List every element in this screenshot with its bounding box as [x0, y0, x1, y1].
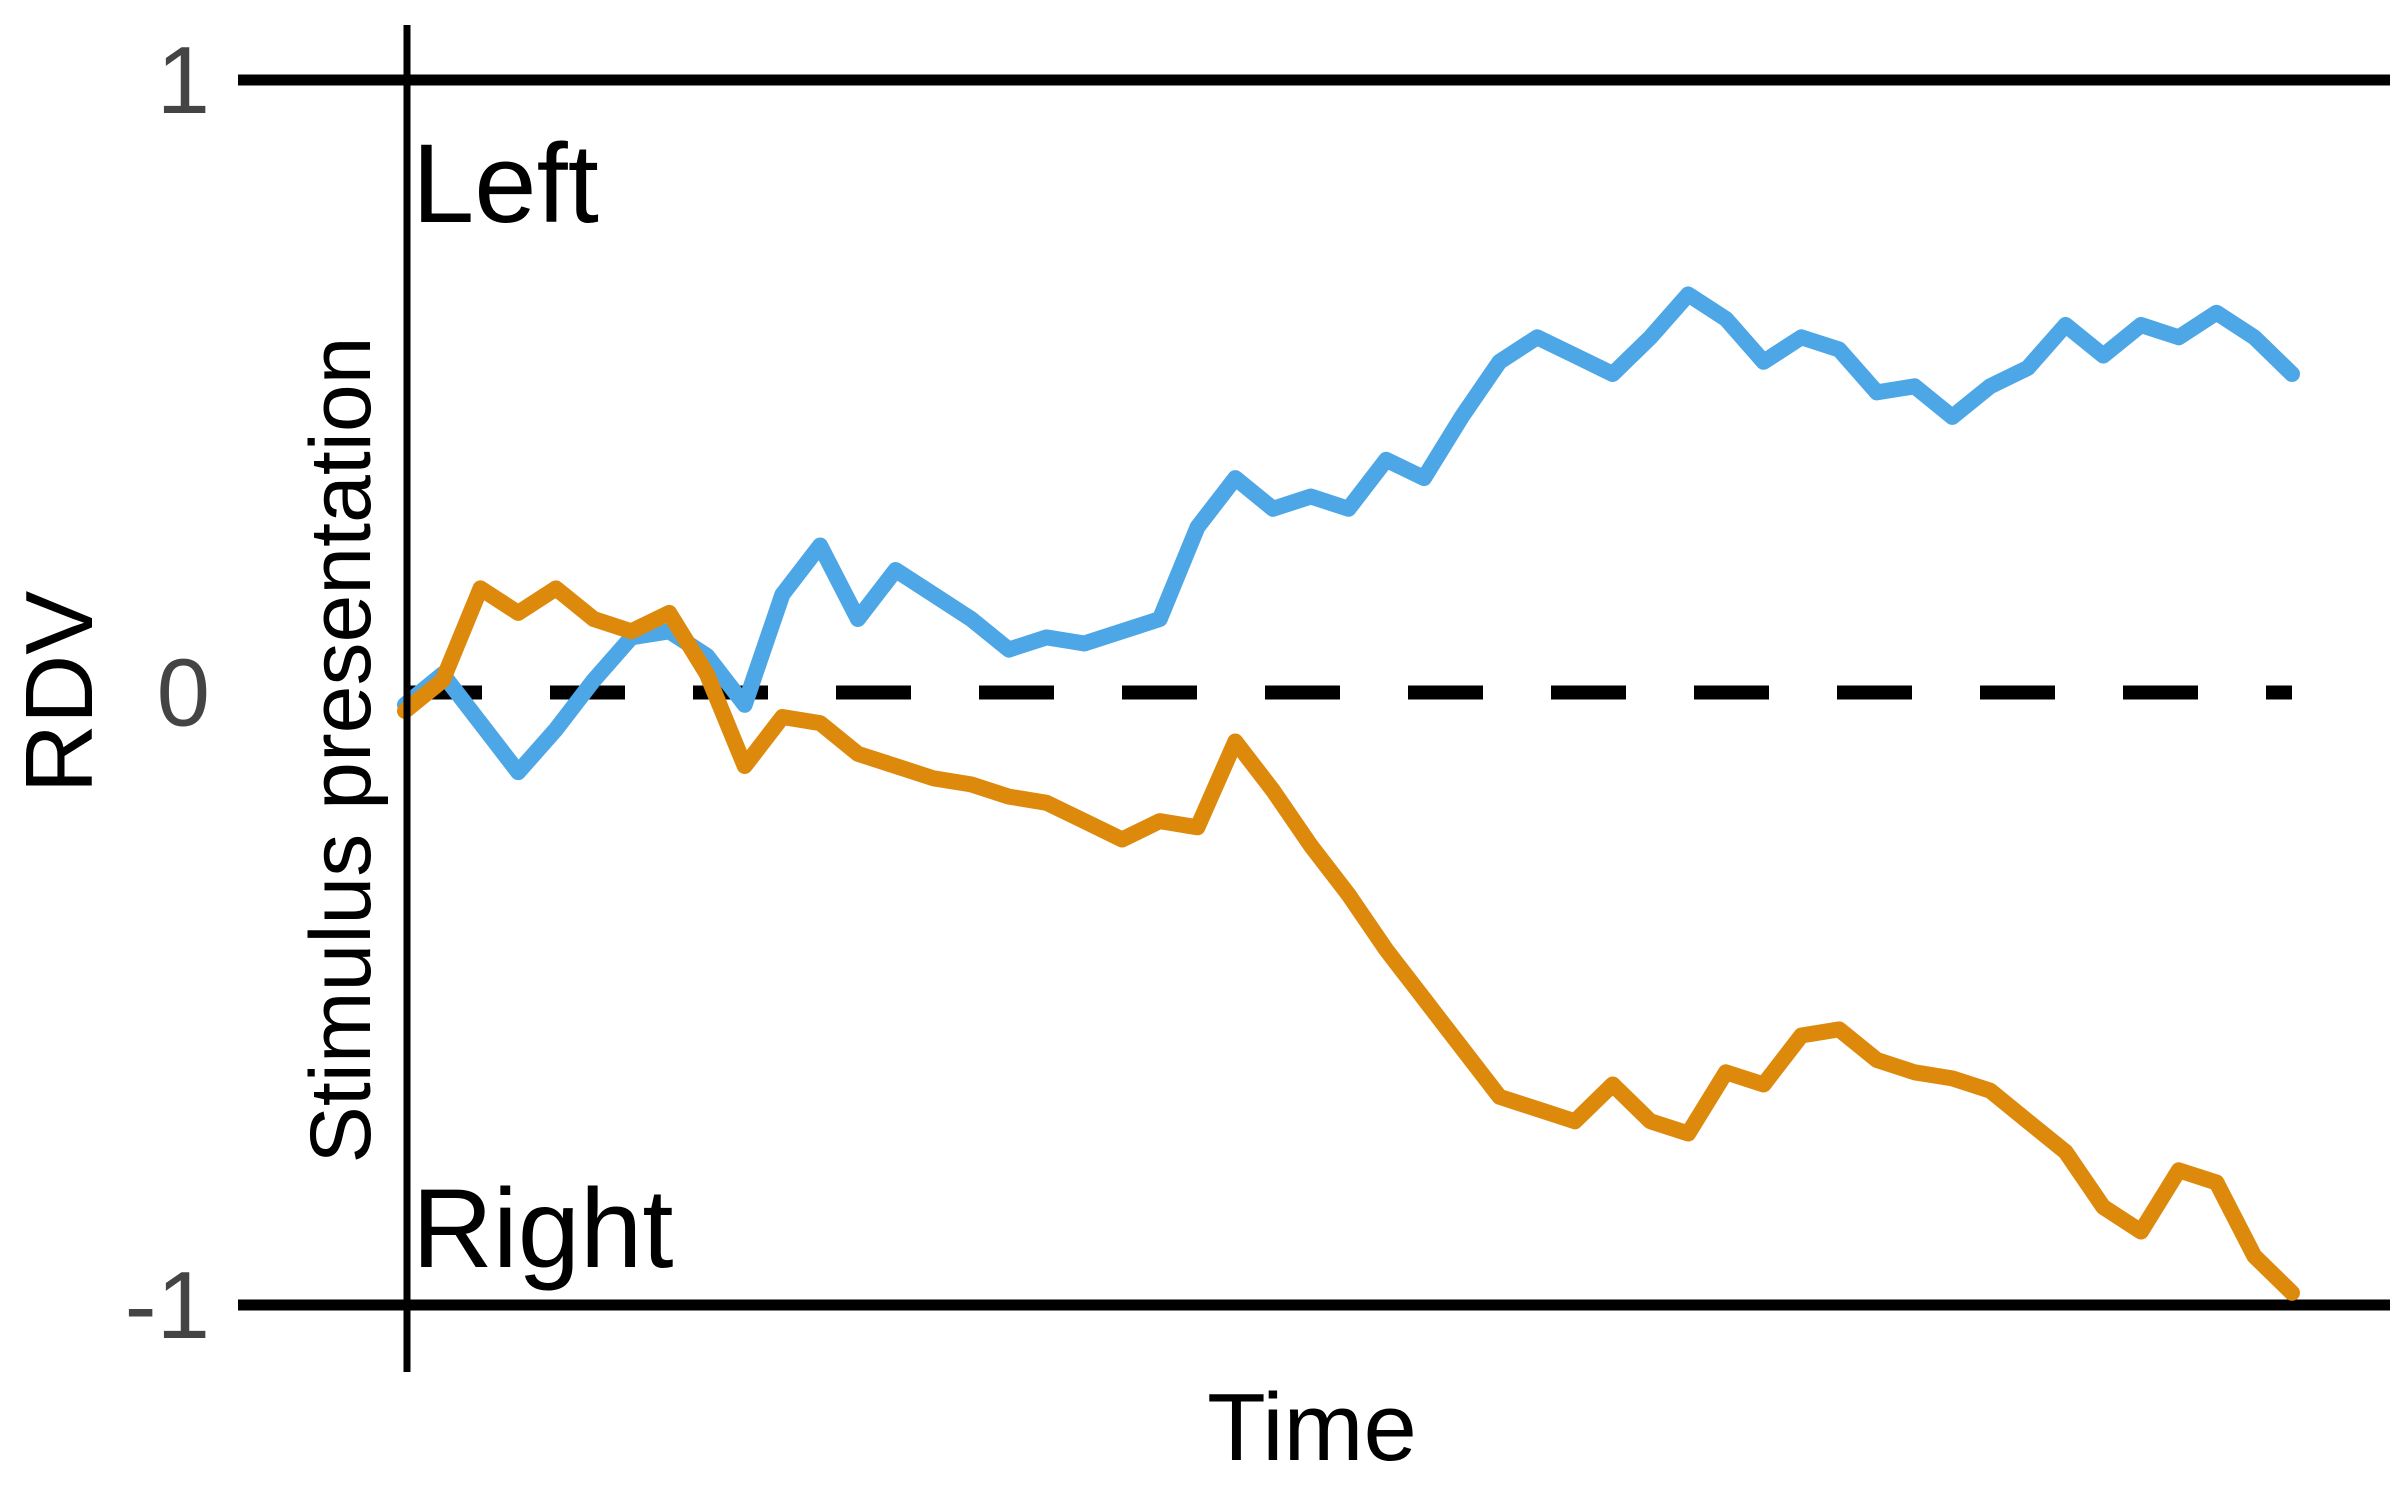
series-layer — [397, 286, 2300, 1301]
y-tick-label: 1 — [157, 27, 210, 134]
bound-label-right: Right — [412, 1166, 673, 1291]
decision-bounds — [238, 74, 2390, 1311]
y-tick-labels: 1 0 -1 — [125, 27, 210, 1359]
stimulus-presentation-label: Stimulus presentation — [293, 337, 389, 1164]
y-tick-label: -1 — [125, 1252, 210, 1359]
bound-label-left: Left — [412, 121, 599, 246]
series-line-2 — [397, 580, 2300, 1301]
bound-labels: Left Right — [412, 121, 673, 1291]
series-line-1 — [397, 286, 2300, 781]
y-tick-label: 0 — [157, 640, 210, 747]
x-axis-label: Time — [1207, 1374, 1417, 1481]
y-axis-label: RDV — [6, 591, 113, 794]
